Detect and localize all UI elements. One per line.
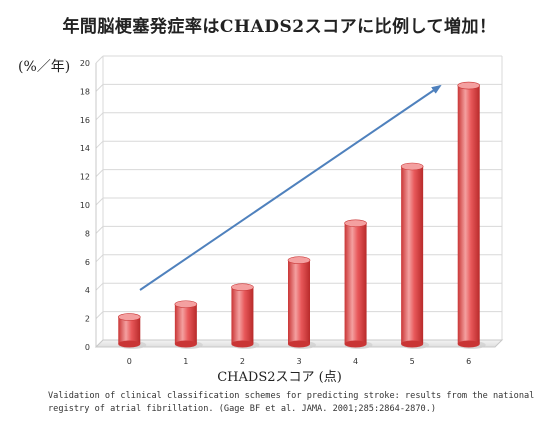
gridline-side — [95, 55, 104, 64]
bar-6 — [457, 81, 486, 349]
x-tick-label: 2 — [240, 357, 245, 366]
bar-base — [457, 340, 480, 348]
bar-base — [118, 340, 141, 348]
bar-top — [117, 313, 141, 321]
x-tick-label: 4 — [353, 357, 358, 366]
x-tick-label: 5 — [410, 357, 415, 366]
bar-top — [231, 283, 254, 292]
y-tick-label: 2 — [85, 315, 90, 324]
bar-base — [288, 340, 310, 348]
y-tick-label: 16 — [80, 116, 90, 125]
gridline-side — [95, 84, 104, 92]
bar-body — [118, 317, 141, 344]
bar-base — [231, 340, 254, 348]
bar-body — [288, 260, 310, 344]
y-tick-label: 8 — [85, 229, 90, 238]
bar-1 — [174, 300, 203, 349]
bar-base — [344, 340, 367, 348]
bar-body — [457, 85, 480, 344]
gridline-side — [95, 169, 104, 177]
y-tick-label: 4 — [85, 286, 90, 295]
bar-top — [344, 219, 367, 228]
bar-top — [457, 81, 481, 90]
bar-top — [174, 300, 198, 309]
bar-base — [401, 340, 424, 348]
x-tick-label: 1 — [183, 357, 188, 366]
x-axis-title: CHADS2スコア (点) — [217, 370, 342, 385]
trend-arrow — [139, 84, 442, 291]
bar-top — [400, 162, 424, 171]
y-tick-label: 18 — [80, 87, 90, 96]
bar-0 — [117, 313, 147, 349]
y-axis-unit-label: (%／年) — [18, 59, 71, 75]
x-tick-label: 0 — [127, 357, 132, 366]
gridline-side — [95, 254, 104, 263]
x-tick-label: 6 — [466, 357, 471, 366]
y-tick-label: 20 — [80, 59, 90, 68]
bar-body — [174, 304, 197, 344]
grid-layer — [95, 55, 503, 348]
bar-5 — [400, 162, 430, 349]
x-tick-label: 3 — [296, 357, 301, 366]
bar-layer — [117, 81, 486, 349]
gridline-side — [95, 311, 104, 319]
bar-4 — [344, 219, 373, 349]
source-citation: Validation of clinical classification sc… — [48, 391, 535, 414]
y-tick-label: 0 — [85, 343, 90, 352]
gridline-side — [95, 226, 104, 234]
gridline-side — [95, 197, 104, 206]
y-tick-label: 12 — [80, 173, 90, 182]
bar-2 — [231, 283, 260, 349]
bar-base — [174, 340, 197, 348]
y-tick-label: 14 — [80, 144, 90, 153]
bar-3 — [287, 256, 316, 349]
bar-top — [287, 256, 311, 265]
y-tick-label: 10 — [80, 201, 90, 210]
gridline-side — [95, 140, 104, 149]
chart-title: 年間脳梗塞発症率はCHADS2スコアに比例して増加！ — [62, 17, 497, 37]
gridline-side — [95, 282, 104, 291]
bar-body — [401, 166, 424, 344]
gridline-side — [95, 112, 104, 121]
y-tick-label: 6 — [85, 258, 90, 267]
bar-body — [344, 223, 367, 344]
bar-body — [231, 287, 254, 344]
